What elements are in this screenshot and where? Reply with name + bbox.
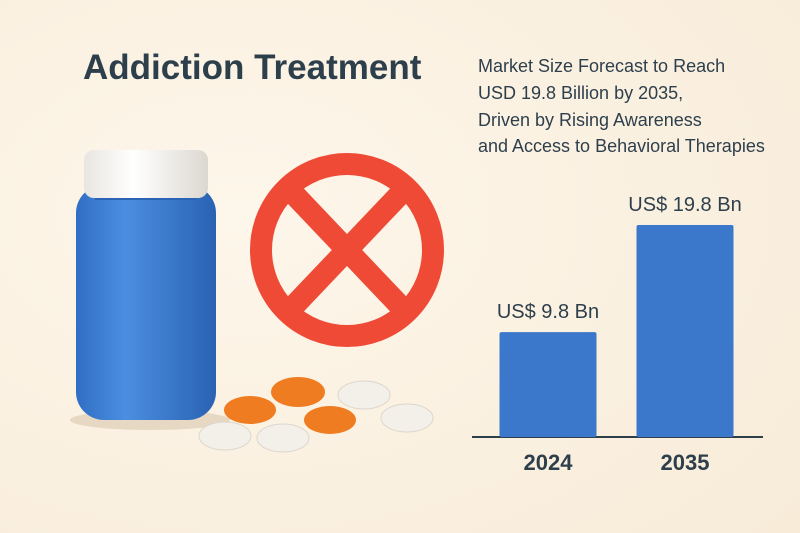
x-tick-label: 2035 [661,450,710,475]
value-label: US$ 19.8 Bn [628,194,741,216]
bar [499,332,597,437]
bar [636,225,734,437]
illustration [70,150,444,453]
title: Addiction Treatment [83,48,422,87]
subtitle-line: and Access to Behavioral Therapies [478,136,765,156]
subtitle: Market Size Forecast to Reach USD 19.8 B… [478,56,765,156]
prohibition-ring [250,153,444,347]
subtitle-line: Driven by Rising Awareness [478,110,702,130]
subtitle-line: Market Size Forecast to Reach [478,56,725,76]
prohibition-cross [279,179,415,321]
bottle [76,185,216,420]
bottle-cap [84,150,208,198]
value-label: US$ 9.8 Bn [497,301,599,323]
pills [198,377,434,453]
subtitle-line: USD 19.8 Billion by 2035, [478,83,683,103]
x-tick-label: 2024 [524,450,574,475]
